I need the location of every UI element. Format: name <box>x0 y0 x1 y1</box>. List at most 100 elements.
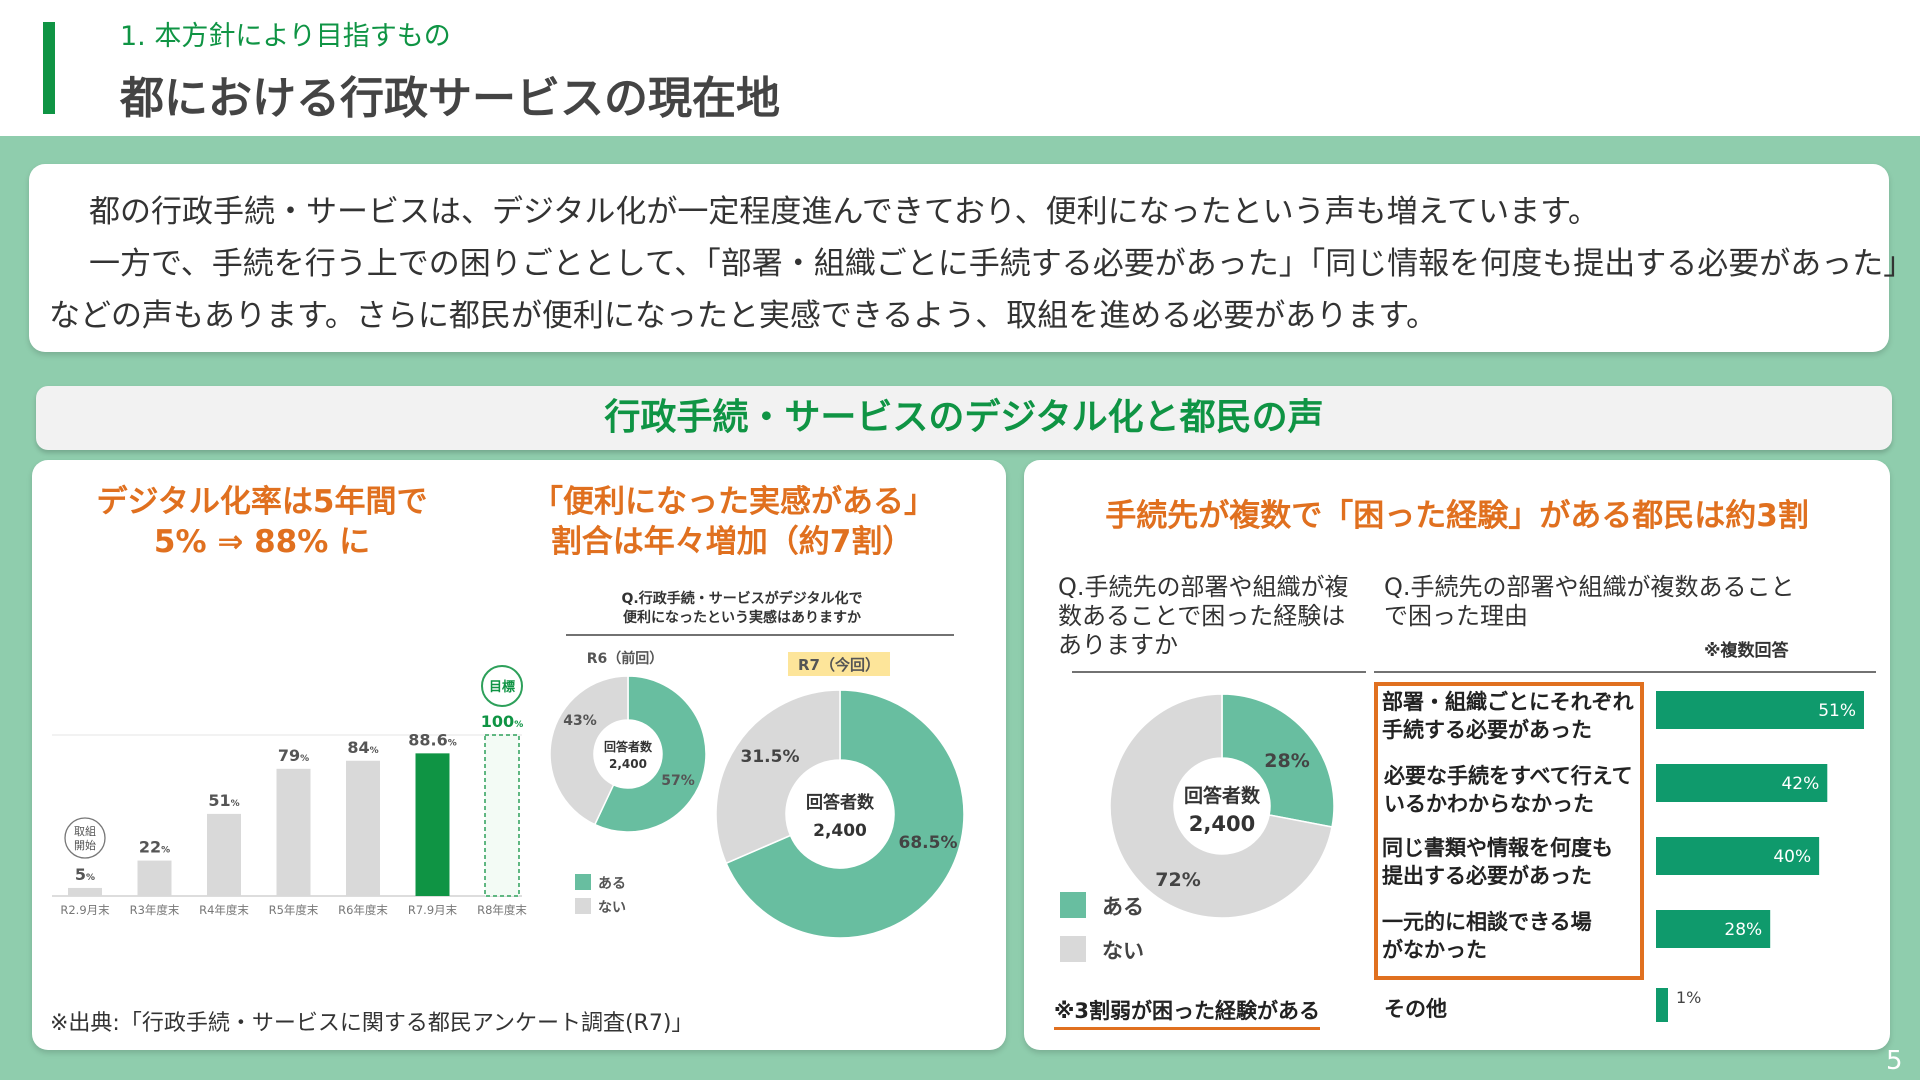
trouble-label-no: 72% <box>1155 869 1200 891</box>
summary-note: ※3割弱が困った経験がある <box>1054 995 1321 1030</box>
reason-bar-value-4: 28% <box>1724 920 1762 940</box>
r6-slice-1 <box>593 675 707 833</box>
r7-label-no: 31.5% <box>741 747 800 767</box>
source-note: ※出典:「行政手続・サービスに関する都民アンケート調査(R7)」 <box>50 1011 694 1036</box>
reason-bar-value-1: 51% <box>1818 701 1856 721</box>
trouble-legend-label-2: ない <box>1102 939 1144 963</box>
reason-question-line-2: で困った理由 <box>1384 602 1528 630</box>
bar-1 <box>68 887 102 896</box>
reason-bar-1 <box>1656 691 1864 729</box>
r7-center-label: 回答者数 <box>806 792 875 813</box>
r7-title-tag <box>788 652 890 676</box>
r6-label-yes: 57% <box>661 773 695 789</box>
trouble-center-label: 回答者数 <box>1184 784 1261 807</box>
trouble-slice-1 <box>1221 693 1335 828</box>
bar-3 <box>207 813 241 896</box>
convenience-question-line-1: Q.行政手続・サービスがデジタル化で <box>621 591 863 607</box>
r7-center-value: 2,400 <box>813 821 867 841</box>
legend-swatch-2 <box>575 898 591 914</box>
convenience-question-line-2: 便利になったという実感はありますか <box>623 610 861 626</box>
x-tick-label-1: R2.9月末 <box>60 903 110 917</box>
page-title: 都における行政サービスの現在地 <box>120 73 780 124</box>
reason-3-line-1: 同じ書類や情報を何度も <box>1382 836 1613 860</box>
reason-bar-value-5: 1% <box>1676 988 1701 1007</box>
reason-1-line-1: 部署・組織ごとにそれぞれ <box>1382 690 1634 714</box>
reason-bar-value-3: 40% <box>1773 847 1811 867</box>
r7-slice-1 <box>725 689 965 939</box>
start-badge-line-1: 取組 <box>74 825 96 838</box>
r6-label-no: 43% <box>563 713 597 729</box>
bar-value-label-6: 88.6% <box>408 730 457 749</box>
intro-line-2: 一方で、手続を行う上での困りごととして、「部署・組織ごとに手続する必要があった」… <box>89 246 1915 282</box>
x-tick-label-4: R5年度末 <box>269 903 319 917</box>
trouble-label-yes: 28% <box>1264 750 1309 772</box>
target-badge-label: 目標 <box>489 679 515 695</box>
trouble-center-value: 2,400 <box>1189 812 1255 836</box>
intro-line-1: 都の行政手続・サービスは、デジタル化が一定程度進んできており、便利になったという… <box>89 194 1600 230</box>
reason-1-line-2: 手続する必要があった <box>1382 718 1592 742</box>
reason-bar-4 <box>1656 910 1771 948</box>
x-tick-label-3: R4年度末 <box>199 903 249 917</box>
reason-bar-5 <box>1656 988 1668 1022</box>
right-panel: 手続先が複数で「困った経験」がある都民は約3割 Q.手続先の部署や組織が複 数あ… <box>1024 460 1890 1050</box>
legend-label-1: ある <box>598 876 626 892</box>
target-badge <box>481 665 523 707</box>
legend-label-2: ない <box>598 900 626 916</box>
bar-6 <box>415 753 450 896</box>
digitization-heading-line-2: 5% ⇒ 88% に <box>153 524 371 560</box>
legend-swatch-1 <box>575 874 591 890</box>
x-tick-label-2: R3年度末 <box>130 903 180 917</box>
r7-title: R7（今回） <box>798 656 880 674</box>
r7-slice-2 <box>715 689 841 865</box>
reason-2: 必要な手続をすべて行えて いるかわからなかった <box>1384 762 1633 818</box>
trouble-legend-swatch-1 <box>1060 892 1086 918</box>
digitization-heading: デジタル化率は5年間で 5% ⇒ 88% に <box>72 482 452 562</box>
convenience-heading-line-2: 割合は年々増加（約7割） <box>550 524 914 560</box>
trouble-question-line-2: 数あることで困った経験は <box>1058 602 1346 630</box>
reason-bar-3 <box>1656 837 1820 875</box>
reason-3-line-2: 提出する必要があった <box>1382 864 1592 888</box>
bar-7 <box>484 734 520 897</box>
r6-center-value: 2,400 <box>609 757 647 771</box>
reason-2-line-2: いるかわからなかった <box>1384 792 1594 816</box>
trouble-question-line-1: Q.手続先の部署や組織が複 <box>1058 573 1349 601</box>
reason-5: その他 <box>1384 997 1447 1021</box>
left-panel: デジタル化率は5年間で 5% ⇒ 88% に 「便利になった実感がある」 割合は… <box>32 460 1006 1050</box>
bar-value-label-7: 100% <box>481 712 523 731</box>
reason-question: Q.手続先の部署や組織が複数あること で困った理由 <box>1384 573 1864 631</box>
section-label: 1. 本方針により目指すもの <box>120 21 451 52</box>
convenience-heading-line-1: 「便利になった実感がある」 <box>532 484 935 520</box>
start-badge <box>64 817 106 859</box>
trouble-question-line-3: ありますか <box>1058 631 1178 659</box>
trouble-question: Q.手続先の部署や組織が複 数あることで困った経験は ありますか <box>1058 573 1358 660</box>
reason-4: 一元的に相談できる場 がなかった <box>1382 908 1592 964</box>
header-accent-bar <box>43 22 55 114</box>
multiple-answers-note: ※複数回答 <box>1704 641 1789 661</box>
convenience-heading: 「便利になった実感がある」 割合は年々増加（約7割） <box>532 482 935 562</box>
x-tick-label-6: R7.9月末 <box>408 903 458 917</box>
bar-2 <box>137 860 172 896</box>
page-number: 5 <box>1886 1046 1903 1076</box>
x-tick-label-7: R8年度末 <box>477 903 527 917</box>
convenience-question: Q.行政手続・サービスがデジタル化で 便利になったという実感はありますか <box>572 590 912 628</box>
reason-4-line-2: がなかった <box>1382 938 1487 962</box>
reason-3: 同じ書類や情報を何度も 提出する必要があった <box>1382 834 1613 890</box>
bar-4 <box>276 768 311 896</box>
trouble-legend-swatch-2 <box>1060 936 1086 962</box>
reason-1: 部署・組織ごとにそれぞれ 手続する必要があった <box>1382 688 1634 744</box>
r6-title: R6（前回） <box>587 650 664 667</box>
section-banner: 行政手続・サービスのデジタル化と都民の声 <box>36 386 1892 450</box>
trouble-legend-label-1: ある <box>1102 895 1144 919</box>
reason-bar-2 <box>1656 764 1828 802</box>
digitization-bar-chart: 5%R2.9月末22%R3年度末51%R4年度末79%R5年度末84%R6年度末… <box>52 665 527 917</box>
r6-slice-2 <box>549 675 629 826</box>
bar-5 <box>346 760 380 896</box>
trouble-slice-2 <box>1109 693 1333 919</box>
r7-label-yes: 68.5% <box>899 833 958 853</box>
reason-question-line-1: Q.手続先の部署や組織が複数あること <box>1384 573 1795 601</box>
digitization-heading-line-1: デジタル化率は5年間で <box>96 484 428 520</box>
start-badge-line-2: 開始 <box>74 838 96 852</box>
r6-center-label: 回答者数 <box>604 739 653 754</box>
intro-text-box: 都の行政手続・サービスは、デジタル化が一定程度進んできており、便利になったという… <box>29 164 1915 352</box>
